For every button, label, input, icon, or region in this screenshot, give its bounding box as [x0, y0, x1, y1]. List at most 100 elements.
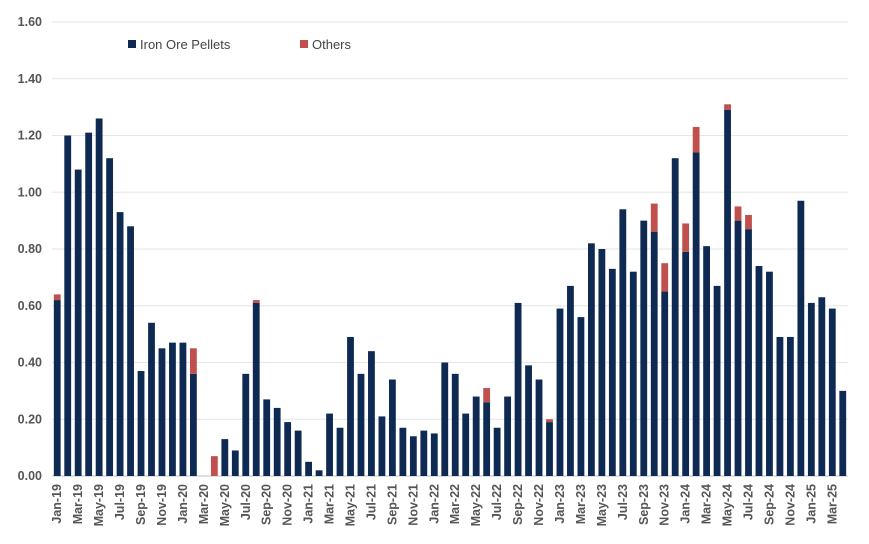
bar-iron-ore-pellets-feb-25: [818, 297, 826, 476]
x-tick-label: Nov-22: [532, 484, 546, 526]
bar-iron-ore-pellets-aug-24: [755, 266, 763, 476]
bar-others-oct-23: [650, 203, 658, 232]
bar-iron-ore-pellets-jan-19: [53, 300, 61, 476]
bar-iron-ore-pellets-may-20: [221, 439, 229, 476]
bar-iron-ore-pellets-aug-19: [127, 226, 134, 476]
bar-iron-ore-pellets-apr-24: [713, 285, 721, 476]
bar-iron-ore-pellets-sep-24: [766, 271, 773, 476]
bar-others-dec-22: [546, 419, 553, 423]
bar-iron-ore-pellets-oct-20: [273, 407, 281, 476]
bar-iron-ore-pellets-may-24: [724, 109, 731, 477]
x-tick-label: May-21: [344, 484, 358, 526]
x-tick-label: Nov-21: [406, 484, 420, 526]
bar-others-aug-20: [252, 300, 260, 303]
x-axis: Jan-19 Mar-19 May-19 Jul-19 Sep-19 Nov-19 Jan-…: [50, 484, 839, 526]
x-tick-label: Jul-22: [490, 484, 504, 520]
bars: [53, 104, 847, 477]
x-tick-label: Nov-20: [281, 484, 295, 526]
bar-iron-ore-pellets-oct-22: [525, 365, 532, 476]
bar-iron-ore-pellets-nov-22: [535, 379, 543, 476]
bar-iron-ore-pellets-sep-23: [640, 220, 648, 477]
x-tick-label: Jan-23: [553, 484, 567, 524]
bar-iron-ore-pellets-mar-22: [451, 373, 459, 476]
bar-iron-ore-pellets-nov-20: [284, 422, 292, 476]
legend-item-iron-ore-pellets[interactable]: Iron Ore Pellets: [128, 37, 231, 52]
bar-iron-ore-pellets-apr-21: [336, 427, 344, 476]
bar-iron-ore-pellets-mar-25: [828, 308, 836, 476]
legend-label-iron-ore-pellets: Iron Ore Pellets: [140, 37, 231, 52]
y-tick-label: 1.60: [18, 15, 42, 29]
bar-iron-ore-pellets-feb-24: [692, 152, 700, 476]
bar-iron-ore-pellets-dec-19: [169, 342, 176, 476]
legend-swatch-iron-ore-pellets: [128, 40, 136, 48]
bar-others-apr-20: [210, 456, 218, 476]
bar-iron-ore-pellets-jun-20: [231, 450, 239, 476]
x-tick-label: Mar-25: [825, 484, 839, 524]
bar-iron-ore-pellets-nov-24: [786, 336, 794, 476]
bar-others-jun-24: [734, 206, 742, 221]
bar-iron-ore-pellets-dec-22: [546, 422, 553, 476]
legend-item-others[interactable]: Others: [300, 37, 352, 52]
bar-iron-ore-pellets-aug-22: [504, 396, 512, 476]
x-tick-label: Sep-20: [260, 484, 274, 525]
bar-iron-ore-pellets-feb-21: [315, 470, 323, 476]
bar-iron-ore-pellets-nov-23: [661, 291, 669, 476]
bar-iron-ore-pellets-sep-22: [514, 302, 522, 476]
bar-iron-ore-pellets-mar-24: [703, 246, 711, 476]
x-tick-label: Jan-22: [427, 484, 441, 524]
x-tick-label: May-23: [595, 484, 609, 526]
bar-iron-ore-pellets-sep-21: [388, 379, 396, 476]
x-tick-label: Jan-21: [302, 484, 316, 524]
bar-iron-ore-pellets-jul-20: [242, 373, 250, 476]
bar-iron-ore-pellets-jul-22: [493, 427, 501, 476]
bar-others-jun-22: [483, 388, 491, 403]
x-tick-label: Sep-24: [762, 484, 776, 525]
bar-iron-ore-pellets-may-23: [598, 249, 606, 476]
x-tick-label: Sep-22: [511, 484, 525, 525]
x-tick-label: May-19: [92, 484, 106, 526]
bar-others-jul-24: [745, 214, 752, 230]
x-tick-label: Sep-23: [637, 484, 651, 525]
bar-iron-ore-pellets-mar-23: [577, 317, 585, 476]
bar-iron-ore-pellets-jan-25: [807, 302, 815, 476]
bar-iron-ore-pellets-aug-21: [378, 416, 386, 476]
bar-iron-ore-pellets-dec-24: [797, 200, 805, 476]
bar-iron-ore-pellets-apr-19: [85, 132, 93, 476]
y-tick-label: 0.00: [18, 469, 42, 483]
x-tick-label: Nov-23: [658, 484, 672, 526]
bar-iron-ore-pellets-mar-21: [326, 413, 333, 476]
bar-iron-ore-pellets-jan-20: [179, 342, 187, 476]
bar-iron-ore-pellets-apr-23: [587, 243, 595, 476]
bar-iron-ore-pellets-nov-21: [409, 436, 417, 476]
x-tick-label: May-24: [721, 484, 735, 526]
bar-iron-ore-pellets-jan-23: [556, 308, 564, 476]
x-tick-label: May-22: [469, 484, 483, 526]
bar-iron-ore-pellets-apr-25: [839, 390, 847, 477]
x-tick-label: Sep-19: [134, 484, 148, 525]
bar-iron-ore-pellets-may-22: [472, 396, 480, 476]
bar-iron-ore-pellets-aug-20: [252, 302, 260, 476]
bar-iron-ore-pellets-oct-19: [148, 322, 155, 476]
bar-iron-ore-pellets-jan-24: [682, 251, 690, 476]
bar-iron-ore-pellets-jan-22: [430, 433, 438, 476]
bar-iron-ore-pellets-oct-21: [399, 427, 407, 476]
bar-iron-ore-pellets-jul-23: [619, 209, 627, 476]
bar-iron-ore-pellets-jul-24: [745, 229, 752, 476]
bar-iron-ore-pellets-oct-24: [776, 336, 784, 476]
bar-others-feb-24: [692, 126, 700, 153]
y-axis: 0.00 0.20 0.40 0.60 0.80 1.00 1.20 1.40 1.60: [18, 15, 42, 483]
y-tick-label: 0.80: [18, 242, 42, 256]
bar-iron-ore-pellets-feb-19: [64, 135, 72, 476]
y-tick-label: 0.60: [18, 299, 42, 313]
x-tick-label: Jul-21: [364, 484, 378, 520]
x-tick-label: Mar-20: [197, 484, 211, 524]
bar-iron-ore-pellets-jun-23: [608, 268, 616, 476]
bar-others-jan-24: [682, 223, 690, 252]
bar-iron-ore-pellets-jun-19: [106, 158, 114, 476]
legend: Iron Ore Pellets Others: [128, 37, 352, 52]
bar-iron-ore-pellets-dec-20: [294, 430, 302, 476]
x-tick-label: Mar-23: [574, 484, 588, 524]
bar-iron-ore-pellets-nov-19: [158, 348, 166, 476]
bar-iron-ore-pellets-oct-23: [650, 231, 658, 476]
